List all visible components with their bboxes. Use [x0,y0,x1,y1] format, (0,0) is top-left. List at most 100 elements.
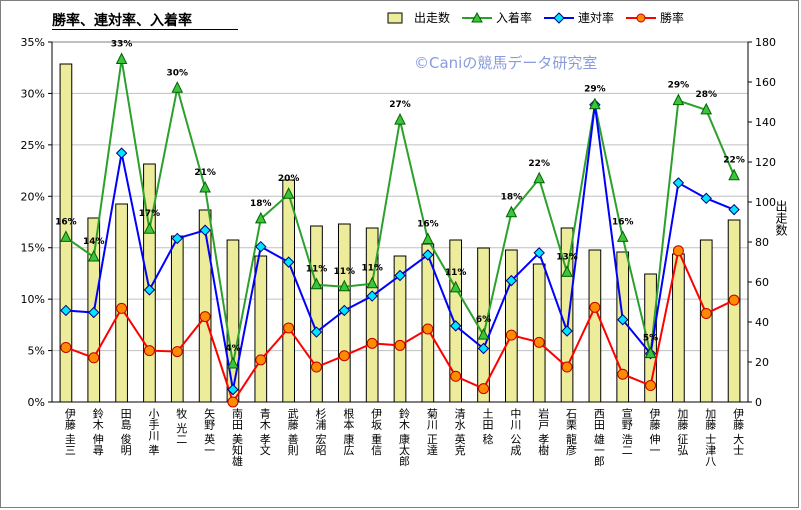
bar [170,235,184,403]
x-tick-label: 南田 美知雄 [230,408,243,467]
point-連対率 [477,342,490,355]
data-label: 27% [389,100,411,110]
point-連対率 [533,247,545,259]
point-入着率 [589,97,601,110]
x-tick-label: 西田 雄一郎 [592,408,605,467]
legend-symbol [626,13,657,22]
data-label: 11% [306,265,328,275]
x-tick-label: 矢野 英一 [203,407,216,456]
chart-title: 勝率、連対率、入着率 [52,13,192,29]
point-勝率 [60,341,72,353]
point-入着率 [171,81,184,93]
point-勝率 [116,302,128,314]
y2-tick-label: 140 [755,116,776,129]
point-勝率 [533,336,545,348]
point-入着率 [87,249,100,262]
point-連対率 [171,232,183,245]
point-入着率 [282,187,295,199]
point-勝率 [88,352,100,364]
point-連対率 [394,269,406,282]
y2-tick-label: 180 [755,36,776,49]
point-入着率 [366,276,378,289]
point-入着率 [561,265,573,277]
y2-tick-label: 100 [755,196,776,209]
data-label: 18% [250,199,272,209]
legend-symbol [462,11,493,22]
y2-tick-label: 120 [755,156,776,169]
point-勝率 [338,350,350,362]
x-tick-label: 石栗 龍彦 [565,408,578,456]
point-入着率 [143,222,156,234]
x-tick-label: 青木 孝文 [258,408,271,456]
x-tick-label: 武藤 善則 [286,408,299,456]
x-tick-label: 田島 俊明 [119,408,132,456]
y1-tick-label: 10% [21,293,45,306]
point-入着率 [310,277,323,290]
point-連対率 [88,306,100,319]
x-tick-label: 清水 英克 [453,408,466,456]
point-連対率 [338,304,351,317]
y2-tick-label: 160 [755,76,776,89]
point-勝率 [617,368,629,380]
point-入着率 [449,280,462,293]
x-tick-label: 牧 光二 [175,407,188,445]
data-label: 29% [668,81,690,91]
legend-item: 勝率 [626,9,684,26]
legend-item: 連対率 [544,9,614,26]
point-勝率 [394,339,406,351]
bar [365,227,379,403]
point-連対率 [449,320,462,332]
point-入着率 [672,93,685,106]
point-連対率 [255,240,267,253]
bar [588,249,602,403]
data-label: 17% [139,209,161,219]
point-勝率 [171,346,183,358]
y1-tick-label: 30% [21,87,45,100]
legend-symbol [387,12,403,23]
point-連対率 [310,326,323,338]
bar [282,179,295,403]
data-label: 29% [584,85,606,95]
legend-label: 連対率 [578,11,615,25]
point-連対率 [672,177,685,189]
point-連対率 [282,256,295,268]
data-label: 20% [278,174,300,184]
legend-item: 入着率 [462,9,532,26]
data-label: 14% [83,237,105,247]
point-入着率 [199,180,211,193]
point-入着率 [533,171,546,184]
point-入着率 [60,230,72,242]
data-label: 18% [501,193,523,203]
point-勝率 [143,345,155,357]
point-入着率 [422,232,434,244]
point-入着率 [700,102,713,115]
y1-tick-label: 5% [28,345,45,358]
bar [505,249,518,403]
x-tick-label: 加藤 征弘 [676,408,689,456]
data-label: 28% [695,90,717,100]
data-label: 22% [528,159,550,169]
point-勝率 [366,337,378,349]
point-入着率 [616,230,629,242]
legend-symbol [544,11,575,24]
bar [198,209,212,403]
title-underline [52,29,238,30]
y1-tick-label: 20% [21,190,45,203]
point-入着率 [644,346,657,359]
data-label: 5% [643,334,658,344]
data-label: 11% [361,264,383,274]
data-label: 30% [167,68,189,78]
y1-tick-label: 0% [28,396,45,409]
y2-tick-label: 0 [755,396,762,409]
y2-tick-label: 60 [755,276,769,289]
data-label: 11% [445,268,467,278]
x-tick-label: 伊藤 大士 [732,408,745,456]
point-連対率 [115,147,128,159]
point-勝率 [199,311,211,323]
x-tick-label: 根本 康広 [342,407,355,456]
point-勝率 [505,329,517,341]
x-tick-label: 加藤 士津八 [704,408,717,467]
point-勝率 [227,396,239,408]
x-tick-label: 伊坂 重信 [370,408,383,456]
